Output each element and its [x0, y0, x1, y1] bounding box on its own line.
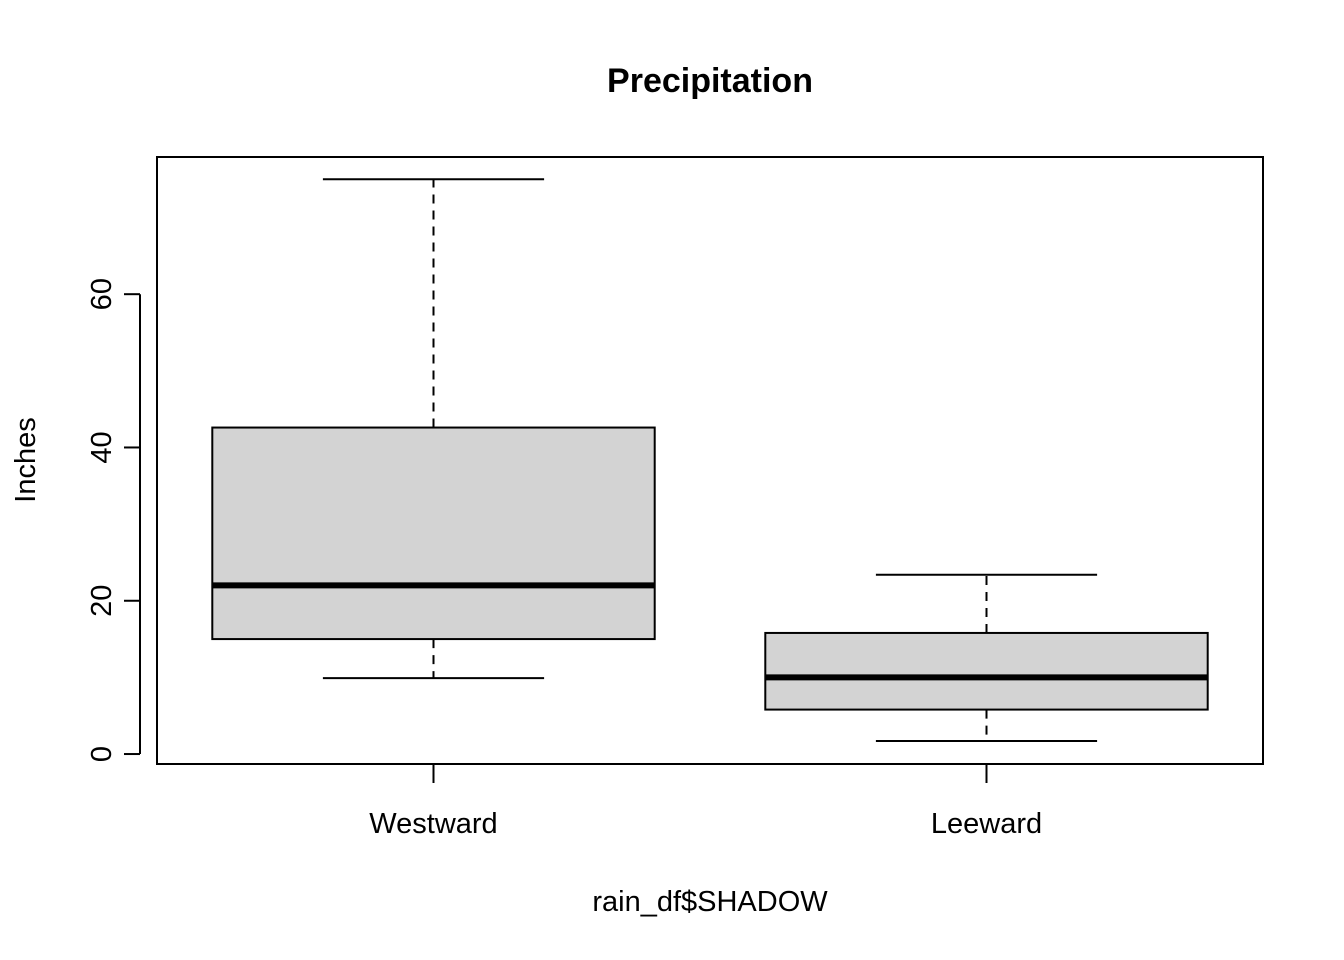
y-axis-label: Inches: [10, 417, 42, 502]
x-axis: Westward Leeward: [369, 764, 1042, 840]
y-tick-label: 60: [86, 278, 118, 310]
box-group-leeward: [764, 573, 1209, 743]
y-tick-label: 0: [86, 746, 118, 762]
y-tick-label: 20: [86, 585, 118, 617]
chart-title: Precipitation: [607, 62, 813, 100]
x-tick-label: Leeward: [931, 808, 1042, 840]
plot-frame: [156, 156, 1264, 765]
y-tick-label: 40: [86, 431, 118, 463]
box-group-westward: [211, 178, 656, 680]
x-axis-label: rain_df$SHADOW: [592, 886, 828, 918]
boxes: [211, 178, 1209, 743]
x-tick-label: Westward: [369, 808, 497, 840]
iqr-box: [764, 631, 1209, 711]
iqr-box: [211, 426, 656, 641]
y-axis: 0 20 40 60: [86, 278, 141, 762]
